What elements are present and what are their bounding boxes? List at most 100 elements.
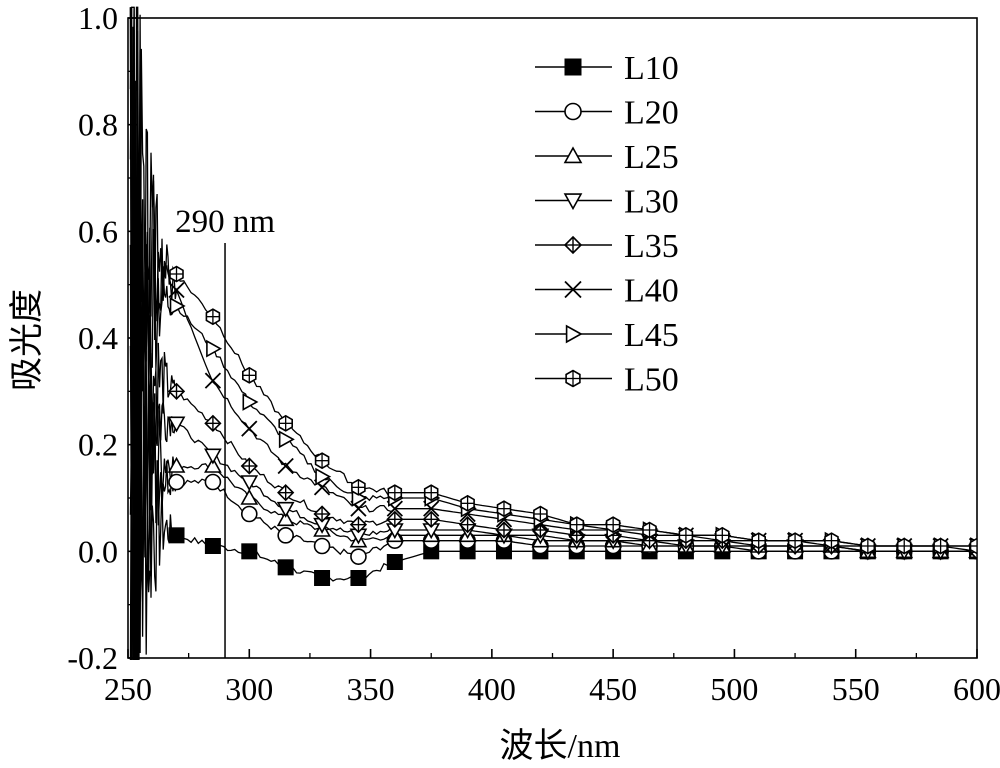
series-L25	[129, 108, 977, 660]
data-point-L35	[240, 457, 258, 475]
y-tick-label: 0.2	[78, 427, 118, 463]
legend-item-L40: L40	[535, 273, 679, 310]
y-tick-label: 1.0	[78, 0, 118, 36]
x-tick-label: 250	[104, 671, 152, 707]
legend-item-L45: L45	[535, 317, 679, 354]
y-axis-label: 吸光度	[8, 289, 46, 391]
legend: L10 L20 L25 L30 L35 L40 L45 L50	[535, 50, 679, 399]
data-point-L35	[167, 382, 186, 400]
data-point-L35	[349, 516, 368, 534]
legend-label: L35	[624, 228, 679, 265]
data-point-L25	[240, 488, 259, 505]
data-point-L50	[860, 537, 876, 555]
x-tick-label: 300	[225, 671, 273, 707]
series-line-L20	[129, 80, 977, 660]
data-point-L45	[242, 393, 259, 411]
data-point-L10	[386, 554, 403, 570]
legend-marker	[564, 58, 582, 76]
legend-label: L20	[624, 95, 679, 132]
data-point-L50	[714, 526, 730, 544]
y-tick-label: 0.8	[78, 107, 118, 143]
series-line-L10	[129, 215, 977, 660]
data-point-L50	[605, 516, 621, 534]
legend-marker	[564, 102, 582, 121]
series-L10	[129, 215, 977, 660]
legend-label: L25	[624, 139, 679, 176]
data-point-L35	[277, 484, 295, 502]
data-point-L10	[277, 559, 294, 576]
legend-label: L30	[624, 184, 679, 221]
series-line-L25	[129, 108, 977, 660]
data-point-L10	[314, 570, 331, 586]
data-point-L10	[350, 570, 367, 586]
legend-label: L45	[624, 317, 679, 354]
legend-item-L25: L25	[535, 139, 679, 176]
x-tick-label: 400	[468, 671, 516, 707]
data-point-L25	[204, 456, 222, 473]
series-line-L40	[129, 6, 977, 549]
data-point-L20	[313, 537, 331, 555]
y-tick-label: 0.4	[78, 320, 118, 356]
data-point-L50	[314, 452, 330, 470]
legend-marker	[563, 193, 583, 211]
series-L35	[129, 99, 977, 660]
series-L45	[129, 7, 977, 657]
annotation-label: 290 nm	[175, 204, 275, 240]
data-point-L45	[278, 430, 295, 449]
data-point-L30	[276, 501, 295, 518]
legend-label: L40	[624, 273, 679, 310]
y-tick-label: 0.6	[78, 213, 118, 249]
data-point-L50	[169, 265, 184, 283]
data-point-L40	[168, 281, 185, 299]
data-point-L40	[241, 420, 258, 437]
series-line-L45	[129, 7, 977, 657]
data-point-L50	[351, 478, 366, 496]
data-point-L35	[313, 505, 331, 523]
legend-item-L30: L30	[535, 184, 679, 221]
data-point-L35	[204, 414, 222, 432]
data-point-L50	[242, 366, 257, 384]
data-point-L50	[569, 516, 585, 534]
data-point-L35	[386, 510, 404, 528]
legend-label: L50	[624, 362, 679, 399]
legend-label: L10	[624, 50, 679, 87]
x-tick-label: 350	[347, 671, 395, 707]
x-tick-label: 500	[710, 671, 758, 707]
data-point-L20	[240, 505, 258, 523]
series-line-L35	[129, 99, 977, 660]
data-point-L45	[169, 297, 186, 315]
data-point-L50	[824, 532, 839, 550]
data-point-L25	[276, 510, 295, 527]
x-tick-label: 600	[953, 671, 1000, 707]
data-point-L50	[896, 537, 912, 555]
data-point-L45	[206, 339, 223, 358]
data-point-L50	[460, 494, 475, 512]
data-point-L20	[350, 548, 367, 565]
series-L40	[129, 6, 977, 555]
data-point-L40	[204, 372, 222, 389]
y-tick-label: 0.0	[78, 533, 118, 569]
x-axis-label: 波长/nm	[500, 727, 621, 765]
plot-frame	[127, 17, 978, 659]
data-point-L50	[387, 484, 403, 502]
series-lines	[129, 6, 977, 660]
data-point-L50	[678, 526, 694, 544]
x-tick-label: 450	[589, 671, 637, 707]
data-point-L50	[496, 500, 512, 518]
y-tick-label: -0.2	[67, 640, 118, 676]
data-point-L35	[422, 510, 440, 528]
legend-item-L20: L20	[535, 95, 679, 132]
series-line-L30	[129, 7, 977, 660]
legend-marker	[563, 235, 583, 255]
data-point-L40	[277, 457, 294, 475]
legend-marker	[564, 280, 582, 299]
data-point-L10	[241, 543, 258, 560]
data-point-L30	[167, 416, 186, 433]
data-point-L20	[168, 473, 185, 491]
x-tick-label: 550	[832, 671, 880, 707]
legend-item-L35: L35	[535, 228, 679, 265]
legend-marker	[563, 146, 583, 164]
data-point-L35	[458, 516, 477, 534]
legend-item-L10: L10	[535, 50, 679, 87]
